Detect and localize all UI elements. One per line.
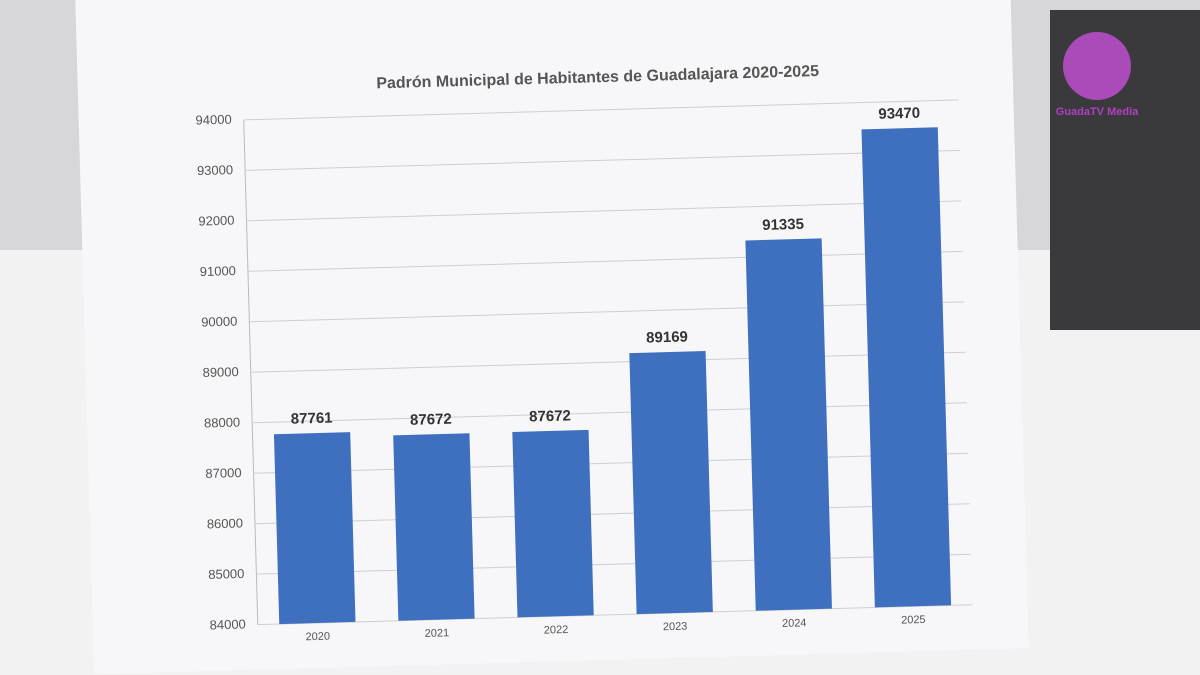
value-label: 89169 bbox=[646, 328, 688, 346]
grid-line bbox=[246, 200, 962, 222]
y-tick-label: 94000 bbox=[195, 112, 232, 128]
grid-line bbox=[243, 99, 959, 121]
y-tick-label: 85000 bbox=[208, 566, 245, 582]
plot: 84000 85000 86000 87000 88000 89000 90000 91000… bbox=[195, 99, 973, 644]
bar bbox=[629, 351, 713, 615]
grid-line bbox=[250, 351, 966, 373]
bar bbox=[273, 432, 356, 625]
grid-line bbox=[256, 553, 972, 575]
y-tick-label: 92000 bbox=[198, 213, 235, 229]
bar bbox=[745, 238, 832, 611]
y-tick-label: 87000 bbox=[205, 465, 242, 481]
paper: 84000 85000 86000 87000 88000 89000 90000 91000… bbox=[75, 0, 1029, 675]
grid-line bbox=[245, 149, 960, 171]
y-tick-label: 86000 bbox=[207, 515, 244, 531]
value-label: 87672 bbox=[410, 411, 452, 429]
x-tick-label: 2021 bbox=[424, 627, 449, 640]
logo bbox=[1063, 32, 1131, 100]
bar bbox=[393, 433, 475, 621]
value-label: 93470 bbox=[878, 105, 920, 123]
grid-line bbox=[252, 402, 967, 424]
grid-line bbox=[247, 250, 963, 272]
grid-line bbox=[254, 503, 970, 525]
bar bbox=[861, 127, 952, 608]
x-tick-label: 2022 bbox=[544, 624, 569, 637]
x-tick-label: 2025 bbox=[901, 614, 926, 627]
bar bbox=[512, 429, 594, 618]
y-tick-label: 84000 bbox=[209, 616, 246, 632]
y-tick-label: 89000 bbox=[202, 364, 239, 380]
y-tick-label: 90000 bbox=[201, 314, 238, 330]
x-tick-label: 2020 bbox=[305, 631, 330, 644]
grid-line bbox=[253, 452, 969, 474]
y-tick-label: 93000 bbox=[197, 162, 234, 178]
x-tick-label: 2023 bbox=[663, 621, 688, 634]
x-tick-label: 2024 bbox=[782, 617, 807, 630]
value-label: 91335 bbox=[762, 216, 804, 234]
watermark: GuadaTV Media bbox=[1056, 106, 1139, 118]
y-tick-label: 91000 bbox=[200, 263, 237, 279]
y-tick-label: 88000 bbox=[204, 415, 241, 431]
value-label: 87672 bbox=[529, 407, 571, 425]
value-label: 87761 bbox=[291, 410, 333, 428]
grid-line bbox=[257, 604, 973, 626]
grid-line bbox=[249, 301, 965, 323]
